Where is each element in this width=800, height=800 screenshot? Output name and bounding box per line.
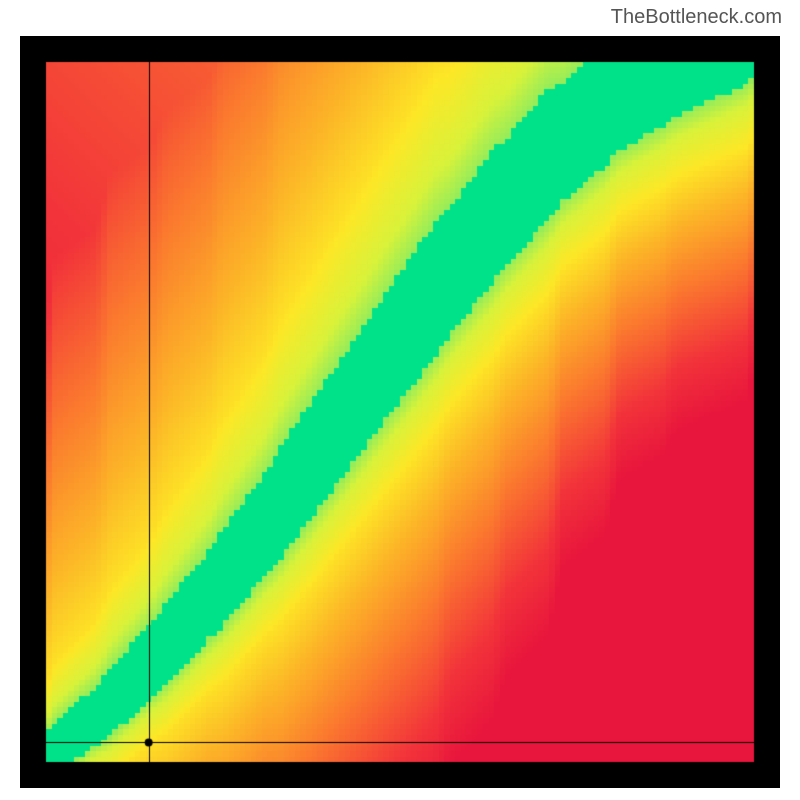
heatmap-canvas: [20, 36, 780, 788]
plot-area: [20, 36, 780, 788]
watermark-text: TheBottleneck.com: [611, 6, 782, 29]
figure-container: TheBottleneck.com: [0, 0, 800, 800]
